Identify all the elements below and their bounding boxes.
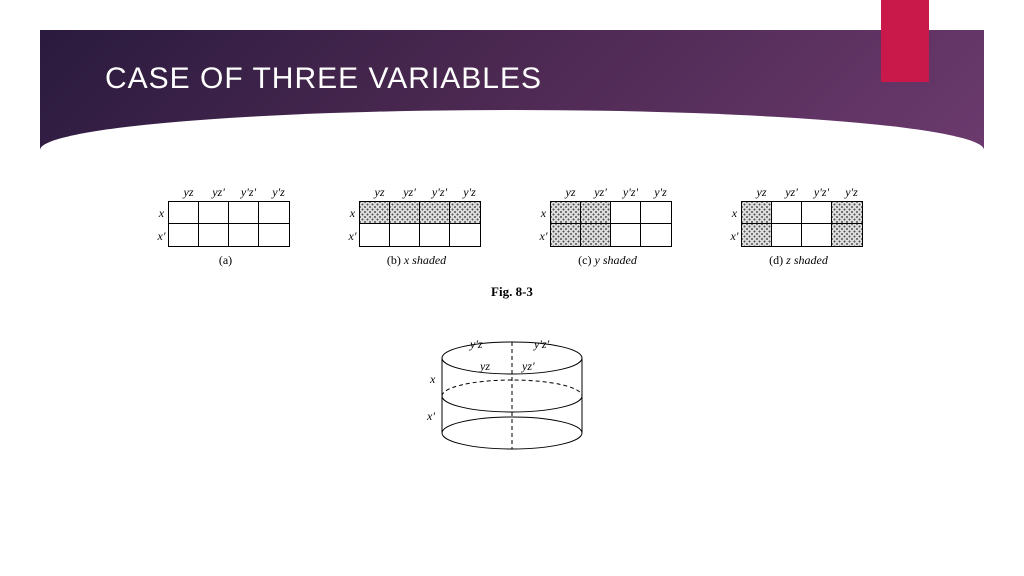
caption-paren: (b) [387,253,401,267]
cyl-row-label: x' [426,409,435,423]
cylinder-diagram: y'z y'z' yz yz' x x' [0,330,1024,465]
caption-paren: (a) [219,253,232,267]
row-label: x' [540,225,548,247]
kmap-d: yz yz' y'z' y'z x x' (d) z shaded [731,185,867,268]
row-label: x [158,202,166,224]
kmap-grid-b [359,201,481,247]
caption-text: y shaded [592,253,637,267]
kmap-a: yz yz' y'z' y'z x x' (a) [158,185,294,268]
row-label: x [540,202,548,224]
col-label: y'z' [234,185,264,200]
title-banner: CASE OF THREE VARIABLES [0,0,1024,150]
row-label: x [349,202,357,224]
col-label: yz' [395,185,425,200]
col-label: y'z' [807,185,837,200]
kmap-grid-c [550,201,672,247]
col-label: y'z' [425,185,455,200]
caption-paren: (d) [769,253,783,267]
kmap-grid-d [741,201,863,247]
col-label: y'z [264,185,294,200]
kmap-grid-a [168,201,290,247]
cyl-row-label: x [429,372,436,386]
row-label: x' [731,225,739,247]
col-label: y'z [646,185,676,200]
col-label: y'z [837,185,867,200]
kmap-c: yz yz' y'z' y'z x x' (c) y shaded [540,185,676,268]
slide-title: CASE OF THREE VARIABLES [105,62,542,96]
cylinder-svg: y'z y'z' yz yz' x x' [412,330,612,460]
col-label: y'z [455,185,485,200]
row-label: x [731,202,739,224]
caption-text: z shaded [783,253,828,267]
col-label: yz' [777,185,807,200]
col-label: yz [365,185,395,200]
kmap-b: yz yz' y'z' y'z x x' (b) x shaded [349,185,485,268]
col-label: y'z' [616,185,646,200]
figure-label: Fig. 8-3 [0,284,1024,300]
col-label: yz [174,185,204,200]
caption-text: x shaded [401,253,446,267]
caption-paren: (c) [578,253,591,267]
cyl-label: y'z [469,337,483,351]
col-label: yz' [204,185,234,200]
row-label: x' [158,225,166,247]
kmap-row: yz yz' y'z' y'z x x' (a) yz yz' y'z' y'z [0,185,1024,268]
col-label: yz' [586,185,616,200]
row-label: x' [349,225,357,247]
cyl-label: yz [479,359,490,373]
cyl-label: yz' [521,359,535,373]
col-label: yz [556,185,586,200]
accent-tab [881,0,929,82]
col-label: yz [747,185,777,200]
cyl-label: y'z' [533,337,550,351]
